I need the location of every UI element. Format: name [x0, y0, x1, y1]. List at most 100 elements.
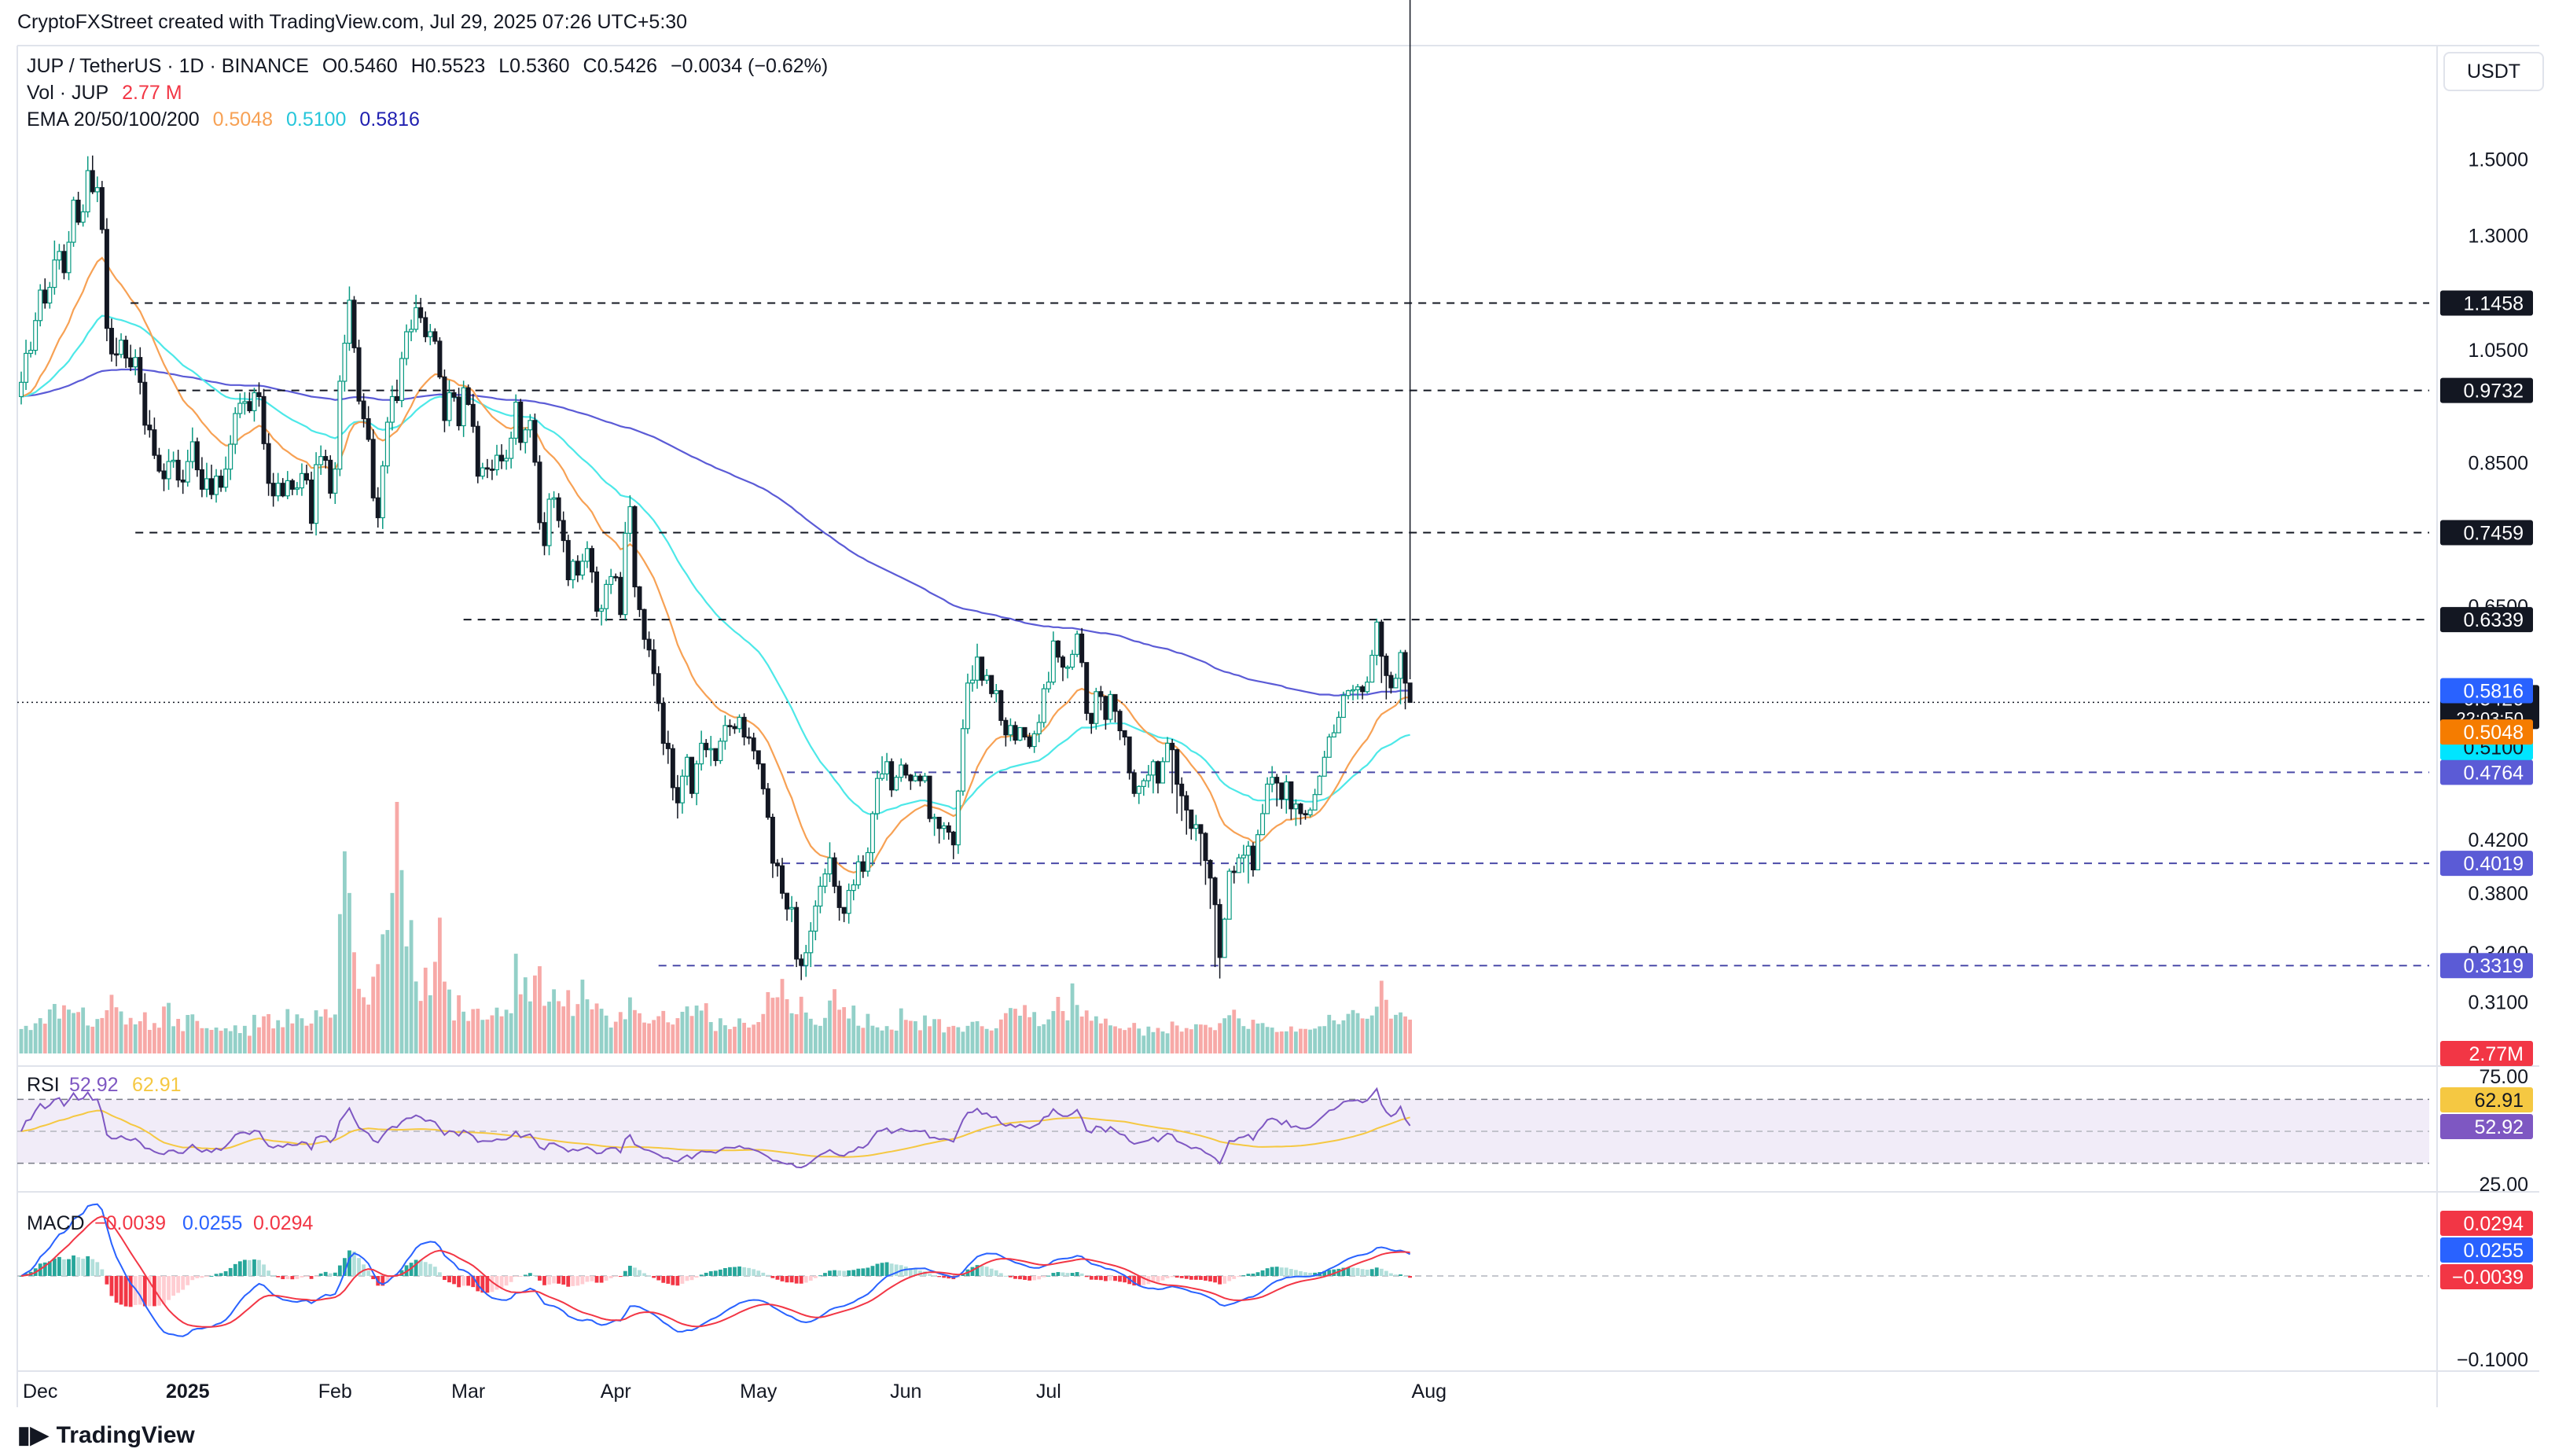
macd-histogram-bar — [1179, 1276, 1184, 1278]
volume-bar — [866, 1013, 870, 1053]
volume-bar — [19, 1028, 24, 1053]
candle-body — [785, 892, 790, 910]
candle-body — [1141, 780, 1146, 787]
volume-bar — [1294, 1031, 1298, 1053]
volume-bar — [1246, 1028, 1251, 1053]
macd-histogram-bar — [680, 1276, 685, 1284]
macd-histogram-bar — [333, 1272, 337, 1276]
macd-histogram-bar — [295, 1276, 300, 1279]
macd-histogram-bar — [1070, 1273, 1075, 1276]
candle-body — [561, 520, 566, 542]
volume-bar — [580, 980, 585, 1053]
volume-label: Vol · JUP — [27, 82, 109, 104]
candle-body — [375, 497, 380, 519]
macd-histogram-bar — [998, 1273, 1003, 1276]
volume-bar — [1156, 1028, 1160, 1053]
candle-body — [774, 862, 780, 866]
candle-body — [180, 479, 186, 483]
time-axis-label: 2025 — [166, 1381, 210, 1403]
volume-bar — [281, 1027, 285, 1053]
candle-body — [380, 465, 385, 519]
macd-histogram-bar — [76, 1257, 80, 1276]
candle-body — [333, 469, 338, 494]
volume-bar — [1394, 1014, 1398, 1053]
volume-bar — [28, 1030, 33, 1053]
volume-bar — [81, 1007, 86, 1053]
macd-histogram-bar — [513, 1276, 518, 1277]
level-badge — [2440, 851, 2533, 877]
volume-bar — [167, 1002, 171, 1053]
candle-body — [504, 458, 509, 461]
candle-body — [855, 861, 861, 886]
macd-histogram-bar — [443, 1276, 447, 1281]
candle-body — [1284, 781, 1289, 800]
candle-body — [1255, 834, 1260, 871]
candle-body — [428, 331, 433, 337]
volume-bar — [300, 1018, 304, 1053]
volume-bar — [1170, 1021, 1175, 1053]
ema20-value: 0.5048 — [212, 108, 274, 131]
macd-histogram-bar — [813, 1276, 818, 1278]
macd-histogram-bar — [1227, 1276, 1232, 1281]
volume-bar — [1308, 1029, 1312, 1053]
volume-bar — [337, 914, 342, 1053]
candle-body — [851, 884, 856, 892]
macd-histogram-bar — [533, 1274, 537, 1276]
candle-body — [1245, 845, 1251, 856]
candle-body — [1022, 726, 1028, 737]
volume-bar — [884, 1026, 889, 1053]
candle-body — [518, 401, 524, 443]
candle-body — [289, 480, 295, 490]
price-tick-label: 1.3000 — [2469, 226, 2528, 248]
volume-bar — [1132, 1023, 1137, 1053]
volume-bar — [1318, 1026, 1322, 1053]
volume-bar — [699, 1010, 704, 1053]
candle-body — [699, 742, 704, 765]
volume-bar — [628, 997, 632, 1053]
candle-body — [1222, 918, 1227, 958]
level-badge — [2440, 953, 2533, 979]
candle-body — [304, 472, 310, 481]
volume-bar — [889, 1029, 894, 1053]
volume-bar — [67, 1009, 71, 1053]
volume-bar — [257, 1027, 261, 1053]
price-tick-label: 0.3100 — [2469, 992, 2528, 1014]
volume-bar — [1327, 1014, 1332, 1053]
macd-value: 0.0255 — [182, 1212, 242, 1234]
macd-histogram-bar — [399, 1270, 404, 1276]
macd-histogram-bar — [19, 1276, 24, 1277]
candle-body — [1402, 652, 1408, 684]
candle-body — [1379, 621, 1384, 657]
volume-bar — [128, 1017, 133, 1053]
candle-body — [280, 483, 285, 497]
level-badge — [2440, 607, 2533, 633]
volume-bar — [675, 1018, 680, 1053]
candle-body — [865, 851, 870, 872]
candle-body — [1250, 845, 1255, 871]
macd-histogram-bar — [875, 1263, 880, 1276]
volume-bar — [1284, 1031, 1289, 1053]
candle-body — [389, 395, 395, 423]
macd-histogram-bar — [1156, 1276, 1160, 1282]
candle-body — [1017, 726, 1023, 741]
macd-histogram-bar — [214, 1274, 219, 1276]
macd-histogram-bar — [95, 1262, 100, 1276]
candle-body — [1203, 833, 1208, 862]
volume-bar — [770, 998, 775, 1053]
volume-bar — [642, 1022, 646, 1053]
macd-histogram-bar — [1289, 1269, 1293, 1276]
macd-histogram-bar — [1279, 1267, 1284, 1276]
volume-bar — [438, 917, 442, 1053]
currency-unit-button[interactable]: USDT — [2443, 52, 2544, 91]
volume-bar — [1199, 1024, 1203, 1053]
macd-histogram-bar — [780, 1276, 785, 1281]
rsi-badge-label: 52.92 — [2474, 1116, 2524, 1138]
macd-histogram-bar — [652, 1276, 656, 1278]
time-axis-label: Jul — [1036, 1381, 1061, 1403]
volume-bar — [766, 991, 770, 1053]
volume-bar — [980, 1026, 984, 1053]
volume-bar — [823, 1017, 827, 1053]
candle-body — [156, 454, 162, 472]
volume-bar — [1232, 1009, 1237, 1053]
